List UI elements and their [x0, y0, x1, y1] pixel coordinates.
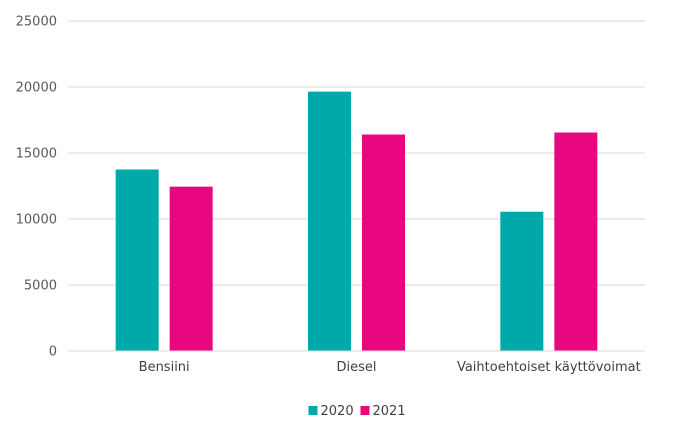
bar-2021-diesel: [362, 134, 405, 351]
legend-swatch-2020: [308, 406, 318, 415]
y-tick-label: 5000: [24, 279, 57, 294]
y-tick-label: 20000: [16, 81, 57, 96]
bar-2020-vaihtoehtoiset-käyttövoimat: [500, 211, 544, 351]
x-category-label: Diesel: [336, 360, 376, 375]
bar-2020-bensiini: [115, 169, 159, 351]
legend-label-2020: 2020: [321, 404, 354, 419]
gridlines: [68, 20, 645, 286]
bar-2020-diesel: [308, 91, 351, 352]
legend: 2020 2021: [308, 404, 406, 419]
y-tick-label: 10000: [16, 213, 57, 228]
legend-label-2021: 2021: [373, 404, 406, 419]
y-tick-label: 15000: [16, 147, 57, 162]
y-tick-label: 0: [49, 345, 57, 360]
legend-swatch-2021: [360, 406, 370, 415]
x-category-label: Bensiini: [139, 360, 190, 375]
x-axis-category-labels: Bensiini Diesel Vaihtoehtoiset käyttövoima…: [139, 360, 641, 375]
y-tick-label: 25000: [16, 15, 57, 30]
x-category-label: Vaihtoehtoiset käyttövoimat: [457, 360, 641, 375]
y-axis-tick-labels: 0 5000 10000 15000 20000 25000: [16, 15, 57, 360]
bar-2021-bensiini: [169, 186, 213, 351]
bars: [115, 91, 598, 352]
bar-2021-vaihtoehtoiset-käyttövoimat: [554, 132, 598, 351]
